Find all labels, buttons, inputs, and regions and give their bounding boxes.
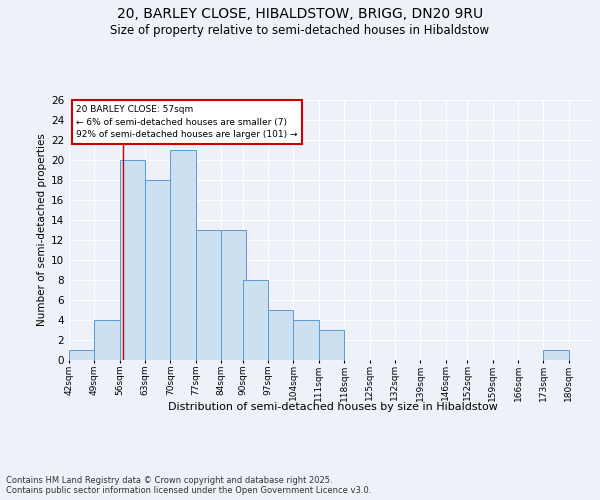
Bar xyxy=(319,330,344,360)
Bar xyxy=(196,230,221,360)
Bar xyxy=(221,230,247,360)
Bar xyxy=(268,310,293,360)
Bar xyxy=(94,320,119,360)
Bar xyxy=(145,180,170,360)
Text: 20, BARLEY CLOSE, HIBALDSTOW, BRIGG, DN20 9RU: 20, BARLEY CLOSE, HIBALDSTOW, BRIGG, DN2… xyxy=(117,8,483,22)
Bar xyxy=(243,280,268,360)
Text: Size of property relative to semi-detached houses in Hibaldstow: Size of property relative to semi-detach… xyxy=(110,24,490,37)
Bar xyxy=(293,320,319,360)
Bar xyxy=(119,160,145,360)
Y-axis label: Number of semi-detached properties: Number of semi-detached properties xyxy=(37,134,47,326)
Bar xyxy=(544,350,569,360)
Bar xyxy=(69,350,94,360)
Bar xyxy=(170,150,196,360)
Text: Contains HM Land Registry data © Crown copyright and database right 2025.
Contai: Contains HM Land Registry data © Crown c… xyxy=(6,476,371,495)
Text: Distribution of semi-detached houses by size in Hibaldstow: Distribution of semi-detached houses by … xyxy=(168,402,498,412)
Text: 20 BARLEY CLOSE: 57sqm
← 6% of semi-detached houses are smaller (7)
92% of semi-: 20 BARLEY CLOSE: 57sqm ← 6% of semi-deta… xyxy=(76,105,298,139)
